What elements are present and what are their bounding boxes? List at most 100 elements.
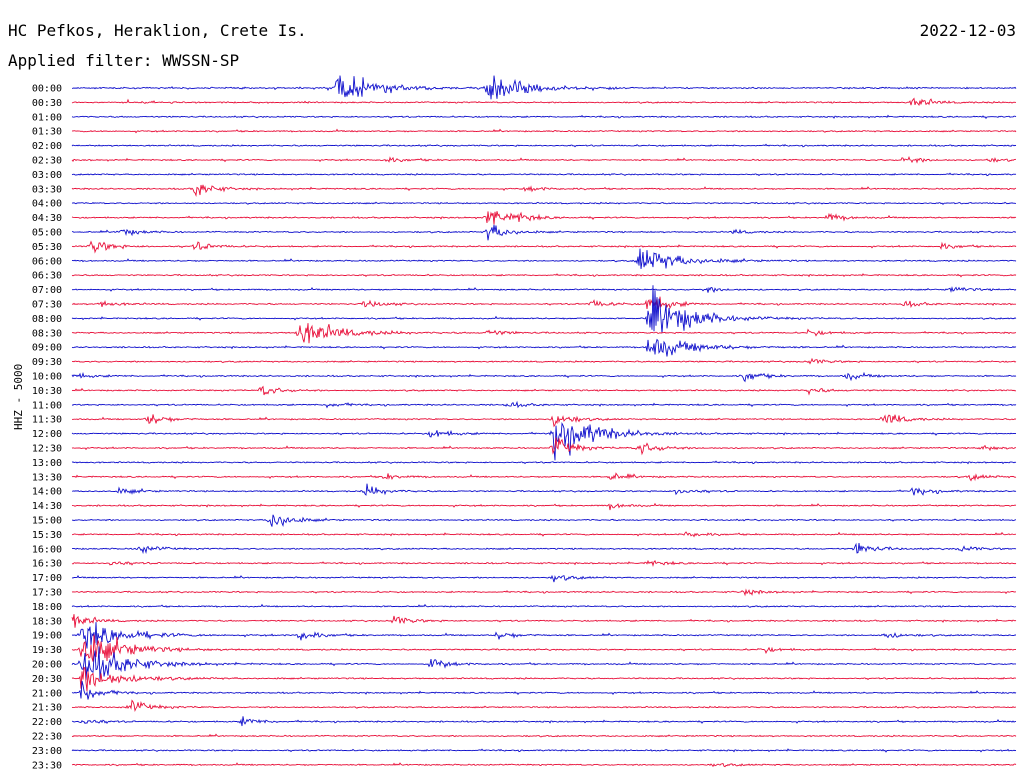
trace-0000 — [72, 75, 1017, 100]
trace-0700 — [71, 286, 1017, 293]
time-label-2000: 20:00 — [32, 660, 62, 671]
trace-2000 — [71, 646, 1017, 681]
trace-1430 — [71, 502, 1017, 511]
trace-0100 — [71, 114, 1017, 120]
time-label-0500: 05:00 — [32, 228, 62, 239]
trace-1400 — [71, 483, 1017, 496]
time-label-0330: 03:30 — [32, 184, 62, 195]
trace-0900 — [71, 338, 1017, 357]
time-label-0030: 00:30 — [32, 98, 62, 109]
time-label-0730: 07:30 — [32, 300, 62, 311]
trace-1730 — [71, 588, 1017, 597]
time-label-1430: 14:30 — [32, 501, 62, 512]
trace-1900 — [71, 622, 1016, 649]
trace-0400 — [71, 201, 1017, 205]
time-label-2200: 22:00 — [32, 717, 62, 728]
time-label-0130: 01:30 — [32, 127, 62, 138]
time-label-0630: 06:30 — [32, 271, 62, 282]
time-label-1000: 10:00 — [32, 372, 62, 383]
trace-1600 — [72, 542, 1017, 555]
trace-0930 — [72, 357, 1017, 365]
trace-0430 — [71, 211, 1017, 225]
trace-1930 — [71, 634, 1017, 662]
time-label-0600: 06:00 — [32, 256, 62, 267]
trace-1130 — [71, 414, 1017, 428]
trace-1500 — [71, 514, 1017, 528]
trace-0300 — [71, 172, 1017, 177]
trace-1200 — [71, 421, 1017, 461]
time-label-0830: 08:30 — [32, 328, 62, 339]
time-label-1800: 18:00 — [32, 602, 62, 613]
trace-1630 — [71, 559, 1017, 568]
time-label-1500: 15:00 — [32, 516, 62, 527]
trace-0130 — [71, 128, 1017, 134]
trace-1830 — [71, 614, 1017, 628]
trace-0500 — [71, 224, 1017, 241]
time-label-1600: 16:00 — [32, 544, 62, 555]
time-label-2230: 22:30 — [32, 732, 62, 743]
time-label-1730: 17:30 — [32, 588, 62, 599]
station-title: HC Pefkos, Heraklion, Crete Is. — [8, 21, 307, 40]
time-label-0400: 04:00 — [32, 199, 62, 210]
trace-1800 — [71, 603, 1017, 608]
trace-1700 — [71, 574, 1017, 583]
time-label-0800: 08:00 — [32, 314, 62, 325]
trace-0200 — [71, 143, 1017, 148]
time-label-2130: 21:30 — [32, 703, 62, 714]
seismic-traces — [71, 75, 1017, 768]
trace-1330 — [71, 472, 1017, 482]
trace-2200 — [71, 716, 1017, 727]
time-label-0930: 09:30 — [32, 357, 62, 368]
time-label-2100: 21:00 — [32, 688, 62, 699]
time-label-1400: 14:00 — [32, 487, 62, 498]
date-label: 2022-12-03 — [919, 21, 1016, 40]
trace-2300 — [71, 748, 1017, 753]
trace-1000 — [71, 371, 1017, 383]
time-label-2330: 23:30 — [32, 760, 62, 771]
time-label-1030: 10:30 — [32, 386, 62, 397]
time-label-0900: 09:00 — [32, 343, 62, 354]
time-label-0430: 04:30 — [32, 213, 62, 224]
trace-2130 — [71, 699, 1017, 713]
time-label-0200: 02:00 — [32, 141, 62, 152]
trace-2030 — [71, 666, 1017, 692]
time-label-0230: 02:30 — [32, 156, 62, 167]
trace-1530 — [71, 531, 1017, 538]
time-label-0000: 00:00 — [32, 84, 62, 95]
trace-2330 — [71, 762, 1017, 768]
time-label-2300: 23:00 — [32, 746, 62, 757]
time-label-0100: 01:00 — [32, 112, 62, 123]
trace-0830 — [71, 323, 1017, 344]
trace-1100 — [71, 400, 1017, 409]
time-label-0700: 07:00 — [32, 285, 62, 296]
time-label-1330: 13:30 — [32, 472, 62, 483]
time-label-1530: 15:30 — [32, 530, 62, 541]
time-label-1130: 11:30 — [32, 415, 62, 426]
filter-label: Applied filter: WWSSN-SP — [8, 51, 240, 70]
time-label-1100: 11:00 — [32, 400, 62, 411]
trace-1030 — [71, 385, 1017, 396]
trace-2230 — [71, 733, 1017, 738]
time-label-0300: 03:00 — [32, 170, 62, 181]
trace-0600 — [71, 248, 1017, 269]
time-label-1830: 18:30 — [32, 616, 62, 627]
trace-1300 — [71, 460, 1017, 465]
trace-2100 — [71, 680, 1017, 700]
time-label-1700: 17:00 — [32, 573, 62, 584]
time-label-1230: 12:30 — [32, 444, 62, 455]
trace-1230 — [71, 437, 1016, 456]
time-label-1630: 16:30 — [32, 559, 62, 570]
trace-0330 — [71, 184, 1017, 198]
trace-0800 — [71, 285, 1017, 334]
time-label-1300: 13:00 — [32, 458, 62, 469]
trace-0230 — [71, 155, 1017, 164]
time-label-2030: 20:30 — [32, 674, 62, 685]
time-label-1900: 19:00 — [32, 631, 62, 642]
trace-0730 — [71, 296, 1016, 310]
time-tick-labels: 00:00 00:30 01:00 01:30 02:00 02:30 03:00 03:30… — [32, 84, 62, 772]
trace-0530 — [71, 240, 1017, 254]
trace-0030 — [71, 97, 1017, 107]
time-label-0530: 05:30 — [32, 242, 62, 253]
trace-0630 — [71, 273, 1017, 278]
